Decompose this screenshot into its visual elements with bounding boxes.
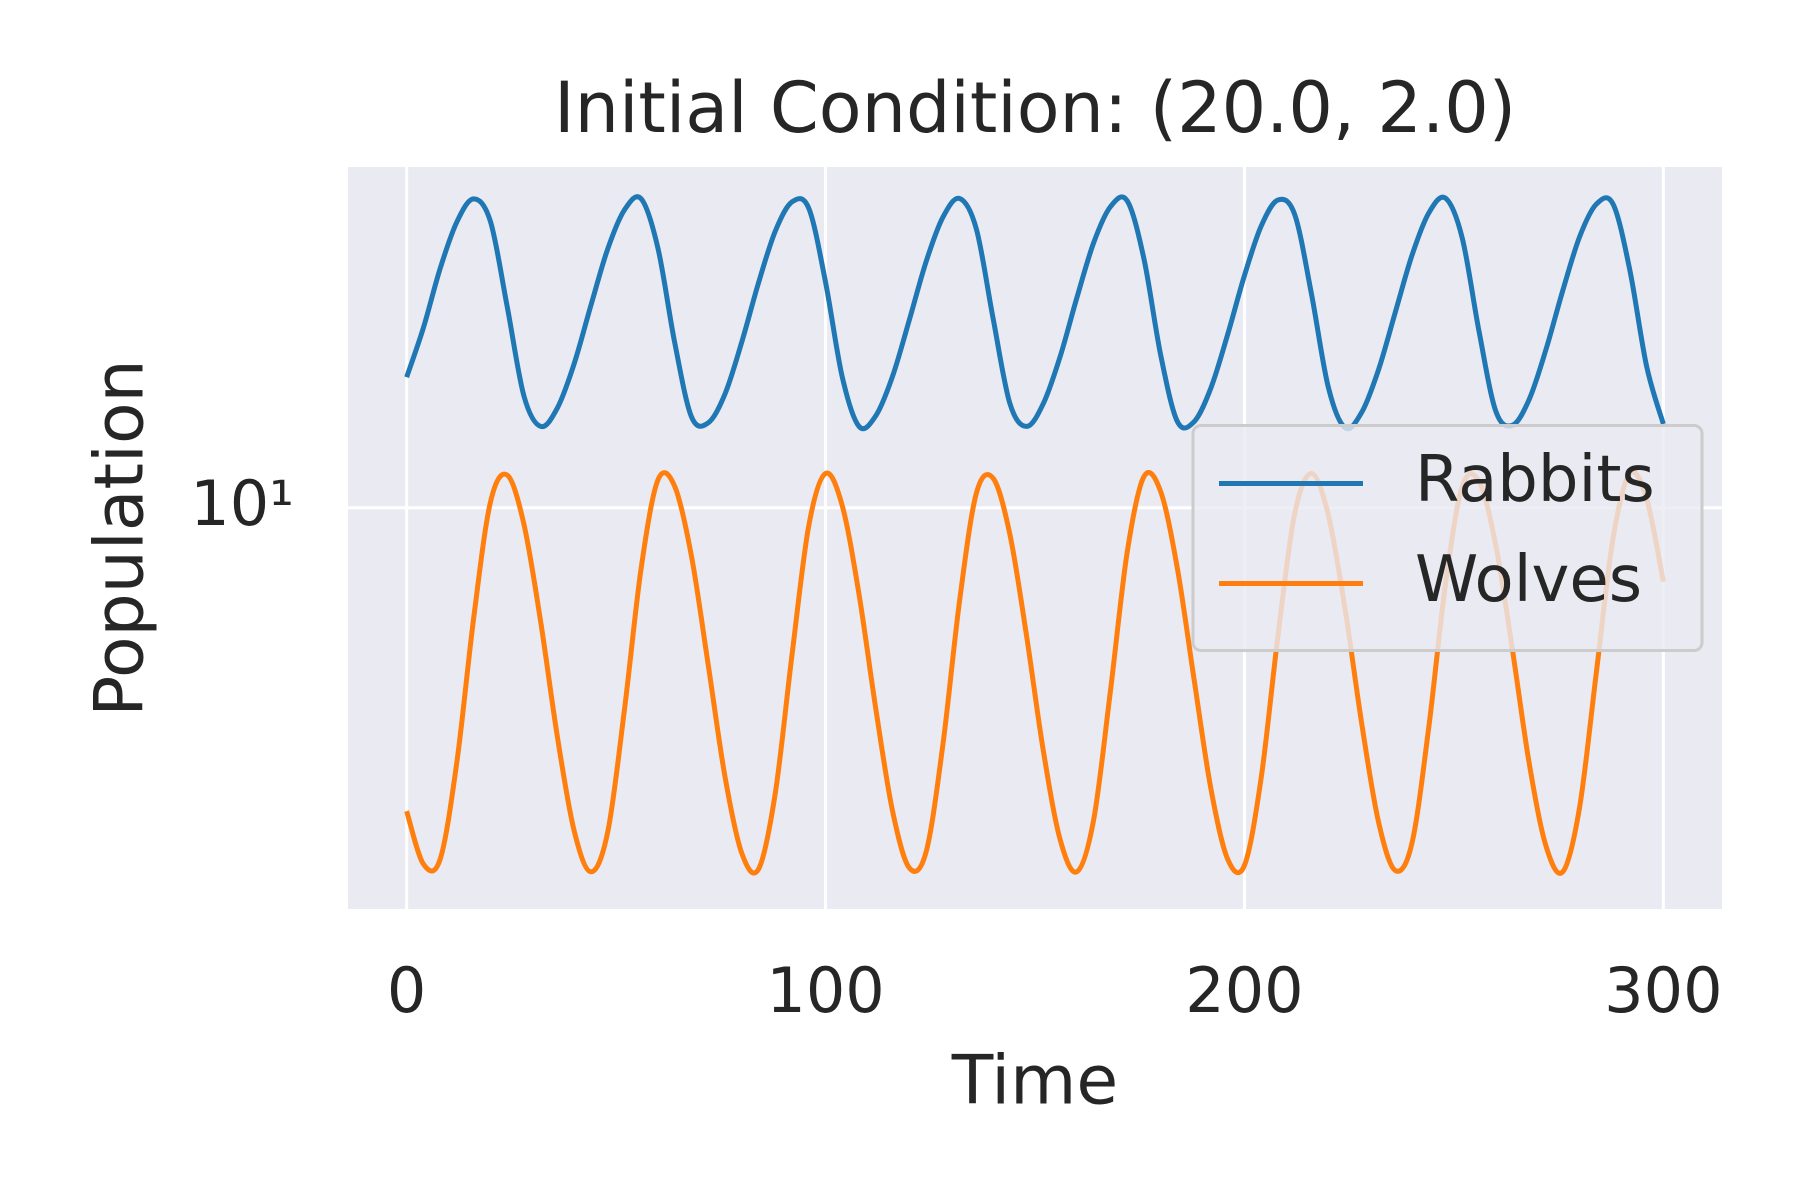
series-line	[404, 194, 1666, 432]
y-tick-label: 10¹	[190, 467, 294, 540]
chart-title: Initial Condition: (20.0, 2.0)	[554, 67, 1516, 149]
x-tick-label: 300	[1604, 954, 1722, 1027]
x-tick-label: 100	[766, 954, 884, 1027]
legend-label: Rabbits	[1415, 443, 1655, 517]
x-tick-label: 0	[387, 954, 426, 1027]
y-axis-label: Population	[81, 359, 160, 716]
legend-label: Wolves	[1415, 543, 1642, 617]
legend: Rabbits Wolves	[1191, 424, 1704, 652]
x-tick-label: 200	[1185, 954, 1303, 1027]
ticks: 0 100 200 300 10¹	[190, 167, 1723, 1027]
x-axis-label: Time	[951, 1042, 1118, 1121]
